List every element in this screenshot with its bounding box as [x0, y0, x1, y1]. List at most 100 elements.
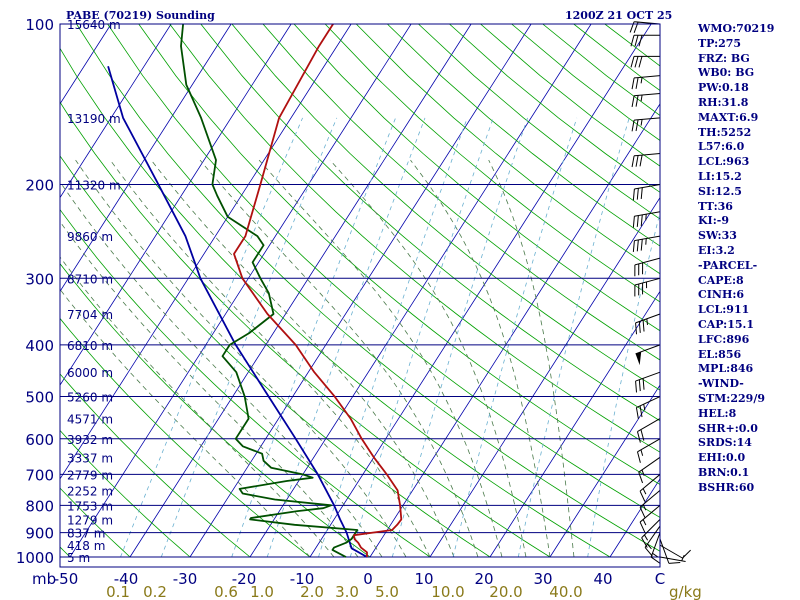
- wind-barb: [638, 456, 661, 484]
- height-label: 1753 m: [67, 499, 113, 513]
- isotherm-line: [249, 24, 592, 558]
- temperature-tick-label: 40: [593, 570, 612, 588]
- sounding-index-item: CINH:6: [698, 288, 745, 302]
- dry-adiabat-line: [60, 487, 131, 558]
- moist-adiabat-line: [488, 159, 575, 558]
- dry-adiabat-line: [324, 24, 660, 303]
- wind-barb: [650, 532, 661, 565]
- pressure-tick-label: 200: [25, 176, 54, 194]
- sounding-index-item: HEL:8: [698, 406, 737, 420]
- dewpoint-line: [180, 24, 359, 558]
- mixing-ratio-tick-label: 20.0: [489, 583, 522, 600]
- height-label: 418 m: [67, 539, 105, 553]
- mixing-ratio-line: [452, 117, 578, 558]
- isotherm-line: [489, 290, 660, 558]
- dry-adiabat-line: [76, 24, 660, 552]
- sounding-index-item: SI:12.5: [698, 184, 742, 198]
- height-label: 1279 m: [67, 513, 113, 527]
- sounding-index-item: -WIND-: [698, 377, 744, 391]
- mixing-ratio-line: [517, 117, 630, 558]
- pressure-tick-label: 300: [25, 270, 54, 288]
- isotherm-line: [369, 103, 660, 558]
- dry-adiabat-line: [60, 429, 191, 558]
- pressure-tick-label: 500: [25, 389, 54, 407]
- sounding-indices-list: WMO:70219 TP:275 FRZ: BG WB0: BG PW:0.18 RH:3…: [698, 22, 774, 496]
- wind-barb: [632, 235, 661, 253]
- sounding-index-item: TT:36: [698, 199, 733, 213]
- isotherm-line: [309, 24, 652, 558]
- sounding-index-item: BRN:0.1: [698, 465, 750, 479]
- wind-barb: [639, 474, 661, 502]
- isotherm-line: [60, 24, 172, 199]
- moist-adiabat-line: [410, 159, 551, 558]
- pressure-unit-label: mb: [32, 570, 56, 588]
- sounding-index-item: RH:31.8: [698, 95, 749, 109]
- isotherm-line: [69, 24, 412, 558]
- height-label: 6000 m: [67, 366, 113, 380]
- sounding-index-item: CAPE:8: [698, 273, 744, 287]
- mixing-ratio-line: [120, 117, 303, 558]
- dry-adiabat-line: [262, 24, 660, 361]
- wind-barb: [630, 34, 660, 47]
- sounding-index-item: PW:0.18: [698, 81, 749, 95]
- grid-layer: [0, 24, 660, 558]
- temperature-line: [233, 24, 403, 557]
- mixing-ratio-line: [349, 117, 494, 558]
- dry-adiabat-line: [60, 208, 431, 558]
- isotherm-line: [60, 24, 292, 386]
- mixing-ratio-line: [231, 117, 396, 558]
- isotherm-line: [60, 24, 352, 480]
- temperature-tick-label: C: [655, 570, 665, 588]
- temperature-tick-label: 10: [414, 570, 433, 588]
- height-label: 15640 m: [67, 18, 121, 32]
- parcel-trace-line: [107, 65, 368, 558]
- pressure-tick-label: 600: [25, 431, 54, 449]
- dry-adiabat-line: [60, 47, 611, 558]
- sounding-index-item: FRZ: BG: [698, 51, 750, 65]
- sounding-index-item: EL:856: [698, 347, 742, 361]
- mixing-ratio-tick-label: 1.0: [250, 583, 274, 600]
- dry-adiabat-line: [60, 263, 371, 558]
- mixing-ratio-line: [266, 117, 426, 558]
- height-label: 3932 m: [67, 433, 113, 447]
- sounding-index-item: SW:33: [698, 229, 737, 243]
- mixing-ratio-line: [587, 210, 660, 558]
- temperature-tick-label: 0: [363, 570, 373, 588]
- wind-barb: [644, 525, 661, 557]
- dry-adiabat-line: [107, 24, 660, 518]
- sounding-index-item: L57:6.0: [698, 140, 745, 154]
- pressure-tick-label: 800: [25, 497, 54, 515]
- mixing-ratio-tick-label: 40.0: [549, 583, 582, 600]
- isotherm-line: [129, 24, 472, 558]
- sounding-index-item: LFC:896: [698, 332, 750, 346]
- sounding-index-item: MPL:846: [698, 362, 754, 376]
- height-label: 5 m: [67, 551, 90, 565]
- pressure-tick-label: 100: [25, 16, 54, 34]
- wind-barb: [631, 153, 661, 168]
- dry-adiabat-line: [231, 24, 660, 391]
- dry-adiabat-line: [0, 24, 10, 557]
- height-label: 5260 m: [67, 391, 113, 405]
- wind-barb: [659, 554, 686, 563]
- isotherm-line: [60, 24, 232, 293]
- sounding-index-item: MAXT:6.9: [698, 110, 759, 124]
- wind-barb: [630, 55, 660, 68]
- moist-adiabat-line: [258, 159, 503, 558]
- mixing-ratio-tick-label: 10.0: [431, 583, 464, 600]
- pressure-tick-label: 400: [25, 337, 54, 355]
- moist-adiabat-line: [150, 159, 455, 558]
- wind-barb: [639, 490, 661, 518]
- height-label: 13190 m: [67, 112, 121, 126]
- height-label: 2779 m: [67, 468, 113, 482]
- sounding-index-item: SRDS:14: [698, 436, 752, 450]
- pressure-tick-label: 1000: [16, 549, 54, 567]
- wind-barb: [636, 438, 661, 463]
- dry-adiabat-line: [355, 24, 660, 275]
- sounding-index-item: -PARCEL-: [698, 258, 758, 272]
- height-label: 11320 m: [67, 178, 121, 192]
- plot-frame: [59, 23, 661, 568]
- wind-barb: [639, 504, 661, 533]
- sounding-index-item: BSHR:60: [698, 480, 755, 494]
